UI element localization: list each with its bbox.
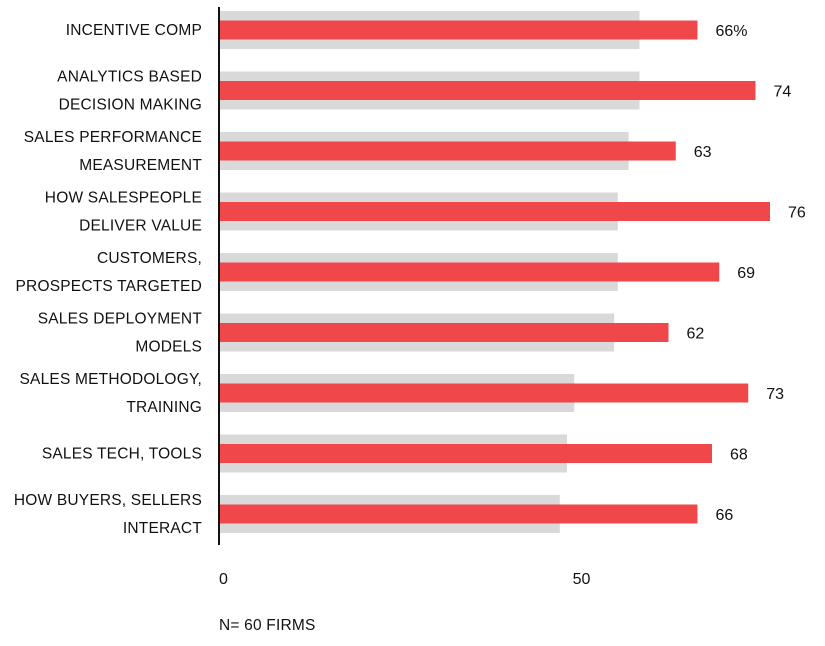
category-label: SALES TECH, TOOLS: [42, 446, 202, 463]
bar-value: [219, 444, 712, 463]
value-label: 73: [766, 386, 784, 403]
value-label: 68: [730, 447, 748, 464]
bar-value: [219, 262, 720, 282]
bar-value: [219, 20, 698, 40]
value-label: 76: [788, 205, 806, 222]
category-label: HOW BUYERS, SELLERS: [14, 492, 202, 509]
value-labels: 66% 74 63 76 69 62 73 68 66: [687, 23, 806, 524]
category-label: SALES DEPLOYMENT: [38, 311, 203, 328]
category-label: HOW SALESPEOPLE: [45, 190, 202, 207]
value-label: 62: [687, 326, 705, 343]
category-label: SALES PERFORMANCE: [24, 129, 202, 146]
bar-value: [219, 323, 669, 342]
value-label: 63: [694, 144, 712, 161]
category-label: DECISION MAKING: [59, 97, 202, 114]
category-label: SALES METHODOLOGY,: [20, 371, 202, 388]
bar-value: [219, 504, 698, 524]
x-tick-label: 50: [573, 571, 591, 588]
category-label: MODELS: [135, 339, 202, 356]
value-label: 66: [716, 507, 734, 524]
category-label: DELIVER VALUE: [79, 218, 202, 235]
x-tick-label: 0: [219, 571, 228, 588]
value-label: 66%: [716, 23, 748, 40]
category-label: MEASUREMENT: [79, 157, 202, 174]
value-label: 74: [774, 84, 792, 101]
category-label: TRAINING: [126, 399, 202, 416]
bar-value: [219, 141, 676, 161]
value-label: 69: [737, 265, 755, 282]
category-label: INTERACT: [123, 520, 202, 537]
bar-value: [219, 202, 770, 221]
x-axis-ticks: 0 50: [219, 571, 591, 588]
bar-value: [219, 383, 749, 403]
category-label: CUSTOMERS,: [97, 250, 202, 267]
category-label: INCENTIVE COMP: [66, 22, 202, 39]
bars-group: [219, 11, 770, 533]
bar-value: [219, 81, 756, 100]
footnote: N= 60 FIRMS: [219, 617, 316, 634]
category-label: ANALYTICS BASED: [57, 69, 202, 86]
category-labels: INCENTIVE COMP ANALYTICS BASED DECISION MA…: [14, 22, 202, 537]
category-label: PROSPECTS TARGETED: [16, 278, 202, 295]
